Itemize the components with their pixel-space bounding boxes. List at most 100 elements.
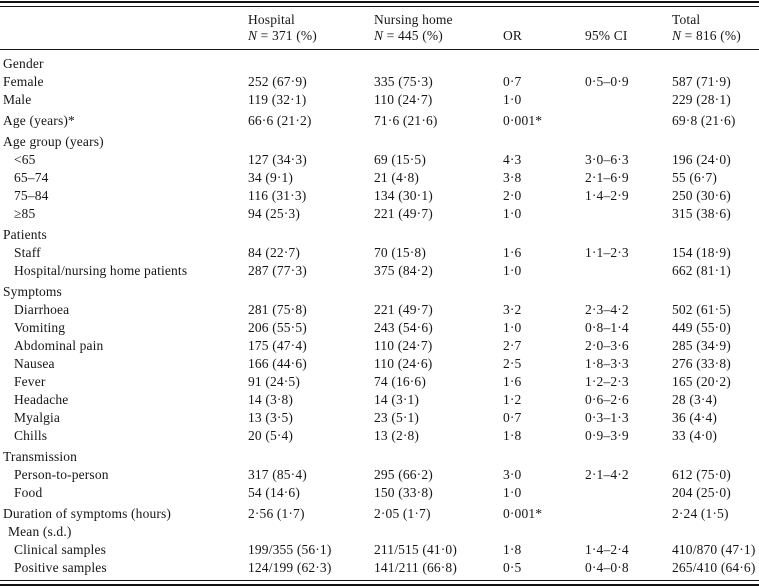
cell-or: 1·2 xyxy=(503,392,522,407)
cell-or: 2·0 xyxy=(503,188,522,203)
cell-total: 55 (6·7) xyxy=(672,170,718,185)
cell-hospital: 94 (25·3) xyxy=(248,206,300,221)
row-label: Female xyxy=(3,74,44,89)
cell-hospital: 199/355 (56·1) xyxy=(248,542,332,557)
table-row: Staff 84 (22·7) 70 (15·8) 1·6 1·1–2·3 154 (18… xyxy=(3,244,759,262)
cell-hospital: 281 (75·8) xyxy=(248,302,307,317)
cell-total: 315 (38·6) xyxy=(672,206,731,221)
column-n-line: N = 371 (%) xyxy=(248,28,374,44)
header-rule xyxy=(0,49,759,50)
cell-total: 265/410 (64·6) xyxy=(672,560,756,575)
cell-ci: 3·0–6·3 xyxy=(585,152,629,167)
row-label: Person-to-person xyxy=(14,467,109,482)
cell-total: 33 (4·0) xyxy=(672,428,718,443)
cell-hospital: 317 (85·4) xyxy=(248,467,307,482)
cell-nursing-home: 221 (49·7) xyxy=(374,206,433,221)
table-row: Female 252 (67·9) 335 (75·3) 0·7 0·5–0·9 587 … xyxy=(3,73,759,91)
cell-total: 502 (61·5) xyxy=(672,302,731,317)
cell-or: 4·3 xyxy=(503,152,522,167)
cell-ci: 1·2–2·3 xyxy=(585,374,629,389)
cell-or: 1·0 xyxy=(503,485,522,500)
row-label: Abdominal pain xyxy=(14,338,104,353)
table-body: Gender Female 252 (67·9) 335 (75·3) 0·7 0·5–0… xyxy=(0,50,759,577)
cell-nursing-home: 211/515 (41·0) xyxy=(374,542,457,557)
row-label: Staff xyxy=(14,245,41,260)
n-symbol: N xyxy=(374,28,384,43)
cell-total: 36 (4·4) xyxy=(672,410,718,425)
row-label: Mean (s.d.) xyxy=(8,524,72,539)
cell-or xyxy=(503,523,585,541)
cell-ci: 2·3–4·2 xyxy=(585,302,629,317)
cell-nursing-home: 295 (66·2) xyxy=(374,467,433,482)
cell-total: 250 (30·6) xyxy=(672,188,731,203)
column-title: OR xyxy=(503,28,523,43)
row-label: Chills xyxy=(14,428,48,443)
cell-nursing-home: 21 (4·8) xyxy=(374,170,420,185)
cell-ci: 0·8–1·4 xyxy=(585,320,629,335)
cell-hospital: 206 (55·5) xyxy=(248,320,307,335)
cell-hospital: 124/199 (62·3) xyxy=(248,560,332,575)
section-header: Age group (years) xyxy=(3,134,104,149)
cell-or: 0·5 xyxy=(503,560,522,575)
cell-total: 69·8 (21·6) xyxy=(672,113,736,128)
row-label: Diarrhoea xyxy=(14,302,70,317)
table-section: Age (years)* 66·6 (21·2) 71·6 (21·6) 0·001*… xyxy=(3,112,759,130)
cell-nursing-home: 69 (15·5) xyxy=(374,152,426,167)
column-title: 95% CI xyxy=(585,28,628,43)
column-n-line: N = 816 (%) xyxy=(672,28,759,44)
table-row: <65 127 (34·3) 69 (15·5) 4·3 3·0–6·3 196 (24·… xyxy=(3,151,759,169)
cell-nursing-home: 375 (84·2) xyxy=(374,263,433,278)
cell-or: 1·8 xyxy=(503,542,522,557)
cell-total: 154 (18·9) xyxy=(672,245,731,260)
cell-ci: 0·3–1·3 xyxy=(585,410,629,425)
cell-nursing-home: 150 (33·8) xyxy=(374,485,433,500)
n-count: = 445 (%) xyxy=(383,28,443,43)
cell-hospital: 116 (31·3) xyxy=(248,188,307,203)
row-label: Headache xyxy=(14,392,69,407)
cell-nursing-home: 335 (75·3) xyxy=(374,74,433,89)
cell-ci: 0·6–2·6 xyxy=(585,392,629,407)
cell-ci xyxy=(585,91,672,109)
cell-nursing-home: 13 (2·8) xyxy=(374,428,420,443)
cell-ci xyxy=(585,205,672,223)
cell-nursing-home: 2·05 (1·7) xyxy=(374,506,431,521)
cell-ci: 2·1–6·9 xyxy=(585,170,629,185)
cell-hospital: 91 (24·5) xyxy=(248,374,300,389)
cell-or: 1·6 xyxy=(503,374,522,389)
row-label: Myalgia xyxy=(14,410,61,425)
cell-or: 1·0 xyxy=(503,92,522,107)
cell-ci: 0·5–0·9 xyxy=(585,74,629,89)
table-row: Nausea 166 (44·6) 110 (24·6) 2·5 1·8–3·3 276 … xyxy=(3,355,759,373)
cell-ci: 1·4–2·9 xyxy=(585,188,629,203)
cell-total: 662 (81·1) xyxy=(672,263,731,278)
table-row: Abdominal pain 175 (47·4) 110 (24·7) 2·7 2·0… xyxy=(3,337,759,355)
cell-ci xyxy=(585,484,672,502)
cell-hospital xyxy=(248,523,374,541)
cell-ci: 0·9–3·9 xyxy=(585,428,629,443)
table-row: Diarrhoea 281 (75·8) 221 (49·7) 3·2 2·3–4·2 5… xyxy=(3,301,759,319)
cell-nursing-home: 14 (3·1) xyxy=(374,392,420,407)
column-header-or: OR xyxy=(503,28,585,44)
column-header-nursing-home: Nursing home N = 445 (%) xyxy=(374,12,503,44)
table-row: Food 54 (14·6) 150 (33·8) 1·0 204 (25·0) xyxy=(3,484,759,502)
row-label: 75–84 xyxy=(14,188,49,203)
cell-total: 28 (3·4) xyxy=(672,392,718,407)
table-row: Headache 14 (3·8) 14 (3·1) 1·2 0·6–2·6 28 (3·… xyxy=(3,391,759,409)
cell-nursing-home: 71·6 (21·6) xyxy=(374,113,438,128)
row-label: 65–74 xyxy=(14,170,49,185)
cell-or: 3·2 xyxy=(503,302,522,317)
row-label: Vomiting xyxy=(14,320,66,335)
table-section: Age group (years) <65 127 (34·3) 69 (15·5) 4… xyxy=(3,133,759,223)
section-header: Transmission xyxy=(3,449,78,464)
row-label: ≥85 xyxy=(14,206,36,221)
cell-hospital: 2·56 (1·7) xyxy=(248,506,305,521)
cell-ci xyxy=(585,112,672,130)
cell-ci xyxy=(585,262,672,280)
cell-ci: 1·4–2·4 xyxy=(585,542,629,557)
table-row: Chills 20 (5·4) 13 (2·8) 1·8 0·9–3·9 33 (4·0) xyxy=(3,427,759,445)
table-row: 75–84 116 (31·3) 134 (30·1) 2·0 1·4–2·9 250 (… xyxy=(3,187,759,205)
cell-hospital: 13 (3·5) xyxy=(248,410,294,425)
cell-or: 1·0 xyxy=(503,320,522,335)
cell-total: 165 (20·2) xyxy=(672,374,731,389)
cell-total: 612 (75·0) xyxy=(672,467,731,482)
